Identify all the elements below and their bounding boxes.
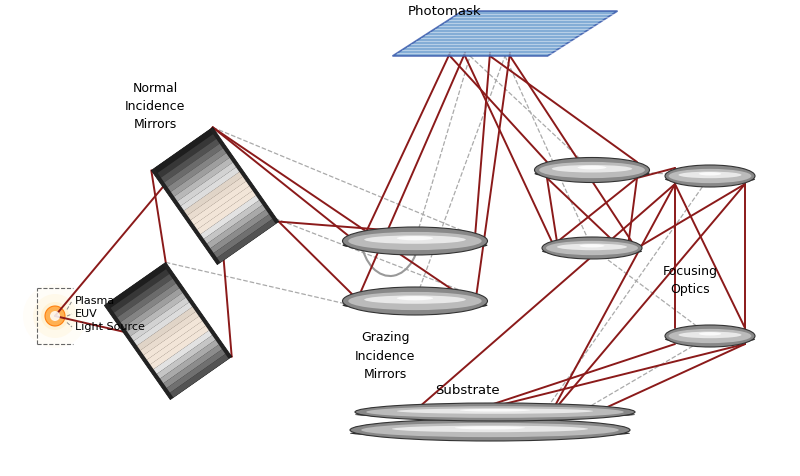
Ellipse shape [678,172,742,178]
Ellipse shape [534,158,650,182]
Polygon shape [151,128,278,265]
Ellipse shape [579,244,605,248]
Ellipse shape [552,165,632,172]
Ellipse shape [350,419,630,441]
Polygon shape [198,191,256,234]
Ellipse shape [665,176,755,183]
Ellipse shape [355,412,635,418]
Polygon shape [217,219,276,262]
Ellipse shape [542,237,642,259]
Polygon shape [163,345,222,388]
Polygon shape [134,302,192,346]
Polygon shape [181,167,239,211]
Polygon shape [393,11,618,56]
Polygon shape [174,158,233,201]
Ellipse shape [355,403,635,421]
Ellipse shape [348,232,482,250]
Ellipse shape [392,426,588,432]
Polygon shape [130,298,189,341]
Polygon shape [161,139,219,182]
Polygon shape [118,278,176,322]
Ellipse shape [364,236,466,244]
Ellipse shape [578,166,606,169]
Ellipse shape [534,169,650,178]
Polygon shape [184,172,242,215]
Circle shape [50,311,60,321]
Circle shape [41,302,69,330]
Polygon shape [178,162,236,206]
Polygon shape [140,312,199,355]
Polygon shape [154,129,213,173]
Polygon shape [124,288,182,331]
Ellipse shape [557,244,627,250]
Polygon shape [204,200,262,244]
Text: EUV: EUV [75,309,98,319]
Ellipse shape [665,325,755,347]
Polygon shape [137,307,196,350]
Text: Grazing
Incidence
Mirrors: Grazing Incidence Mirrors [355,331,415,380]
Ellipse shape [546,241,638,255]
Circle shape [33,294,77,338]
Polygon shape [157,335,215,378]
Polygon shape [127,293,186,336]
Text: Normal
Incidence
Mirrors: Normal Incidence Mirrors [125,81,185,130]
Ellipse shape [665,336,755,343]
Polygon shape [144,317,202,360]
Polygon shape [167,149,226,192]
Ellipse shape [397,296,433,300]
Polygon shape [214,214,272,258]
Ellipse shape [350,429,630,437]
Circle shape [23,284,87,348]
Ellipse shape [348,292,482,310]
Polygon shape [104,262,232,400]
Ellipse shape [397,408,593,414]
Polygon shape [137,307,209,369]
Ellipse shape [678,332,742,338]
Polygon shape [164,144,223,187]
Polygon shape [121,283,179,327]
Circle shape [45,306,65,326]
Ellipse shape [362,423,619,437]
Polygon shape [201,196,259,239]
Polygon shape [166,349,226,393]
Text: Light Source: Light Source [75,322,145,332]
Polygon shape [114,274,173,317]
Polygon shape [207,205,266,248]
Text: Plasma: Plasma [75,296,115,306]
Ellipse shape [455,426,525,429]
Ellipse shape [665,165,755,187]
Polygon shape [147,321,206,365]
Text: Focusing
Optics: Focusing Optics [662,266,718,297]
Text: EUV
Photomask: EUV Photomask [408,0,482,18]
Ellipse shape [698,332,722,336]
Text: Substrate: Substrate [435,385,500,397]
Polygon shape [170,354,229,397]
Ellipse shape [342,287,487,315]
Polygon shape [184,172,256,234]
Polygon shape [190,181,250,225]
Polygon shape [171,153,230,197]
Ellipse shape [460,409,530,412]
Ellipse shape [342,227,487,255]
Polygon shape [158,134,216,178]
Ellipse shape [698,172,722,176]
Ellipse shape [669,329,751,343]
Ellipse shape [397,236,433,240]
Ellipse shape [669,169,751,183]
Polygon shape [194,186,253,229]
Polygon shape [150,326,209,369]
Polygon shape [210,209,269,253]
Polygon shape [154,330,212,374]
Ellipse shape [366,406,624,418]
Polygon shape [187,177,246,220]
Ellipse shape [542,248,642,255]
Ellipse shape [342,240,487,250]
Polygon shape [160,340,218,383]
Polygon shape [110,269,170,313]
Ellipse shape [342,300,487,310]
Ellipse shape [364,296,466,304]
Ellipse shape [539,162,645,178]
Polygon shape [107,265,166,308]
